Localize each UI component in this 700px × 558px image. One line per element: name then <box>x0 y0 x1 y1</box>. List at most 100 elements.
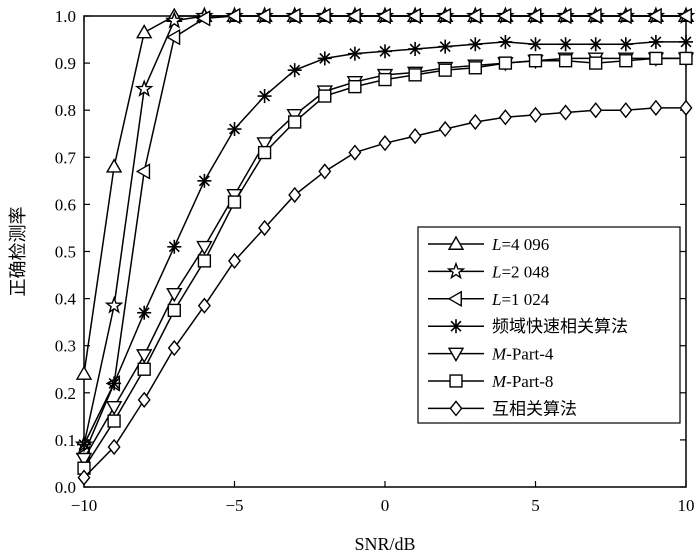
data-point <box>288 186 302 204</box>
asterisk-stroke <box>138 307 150 319</box>
data-point <box>558 54 573 68</box>
data-point <box>256 137 273 152</box>
legend-marker <box>449 400 463 417</box>
data-point <box>496 7 512 25</box>
asterisk-stroke <box>108 377 120 389</box>
series-4 <box>77 34 693 452</box>
data-point <box>498 56 513 70</box>
data-point <box>196 240 213 256</box>
asterisk-stroke <box>409 43 421 55</box>
legend-label-italic: M <box>491 345 507 364</box>
data-point <box>498 109 512 126</box>
y-tick-label: 0.3 <box>55 337 76 356</box>
data-point <box>227 122 242 137</box>
legend-item: L=1 024 <box>428 290 550 309</box>
data-point <box>104 295 124 314</box>
data-point <box>318 89 332 103</box>
data-point <box>135 349 153 364</box>
data-point <box>166 287 183 303</box>
asterisk-stroke <box>198 175 210 187</box>
data-point <box>257 145 272 160</box>
data-point <box>137 391 151 408</box>
data-point <box>679 99 693 116</box>
y-tick-label: 0.9 <box>55 54 76 73</box>
data-point <box>589 102 603 119</box>
data-point <box>75 452 93 468</box>
data-point <box>257 89 272 104</box>
legend-marker <box>449 319 463 334</box>
legend-marker <box>446 261 466 280</box>
y-tick-label: 0.5 <box>55 243 76 262</box>
y-axis-title: 正确检测率 <box>8 207 28 297</box>
data-point <box>679 51 693 66</box>
x-tick-label: −5 <box>225 496 243 515</box>
y-tick-label: 1.0 <box>55 7 76 26</box>
legend-label: 互相关算法 <box>492 399 577 418</box>
data-point <box>197 254 212 268</box>
data-point <box>589 56 603 70</box>
legend-box <box>417 226 681 424</box>
legend-label-italic: M <box>491 372 507 391</box>
legend-label-italic: L <box>491 235 501 254</box>
legend-label: L=4 096 <box>491 235 549 254</box>
legend-item: L=4 096 <box>428 235 549 254</box>
y-tick-label: 0.4 <box>55 290 77 309</box>
series-layer <box>74 6 696 486</box>
data-point <box>677 7 692 25</box>
legend-label: L=1 024 <box>491 290 550 309</box>
data-point <box>167 339 181 357</box>
data-point <box>316 7 331 25</box>
asterisk-stroke <box>228 123 241 135</box>
data-point <box>468 113 482 131</box>
asterisk-stroke <box>289 64 301 76</box>
data-point <box>438 63 452 77</box>
x-tick-label: 0 <box>381 496 390 515</box>
data-point <box>135 24 153 39</box>
data-point <box>286 7 301 25</box>
data-point <box>378 135 392 152</box>
y-tick-label: 0.0 <box>55 478 76 497</box>
data-point <box>498 34 513 49</box>
data-point <box>167 239 182 254</box>
data-point <box>137 305 152 320</box>
legend-marker <box>447 290 462 308</box>
data-point <box>468 37 483 52</box>
legend-marker <box>447 347 465 363</box>
y-tick-label: 0.7 <box>55 148 77 167</box>
data-point <box>134 79 154 97</box>
asterisk-stroke <box>560 38 572 50</box>
data-point <box>468 61 482 75</box>
data-point <box>649 51 663 66</box>
asterisk-stroke <box>168 241 180 253</box>
data-point <box>195 10 211 27</box>
legend-item: L=2 048 <box>428 261 549 281</box>
data-point <box>107 438 121 456</box>
data-point <box>348 79 362 94</box>
asterisk-stroke <box>259 90 271 102</box>
data-point <box>167 303 181 318</box>
y-tick-label: 0.6 <box>55 195 76 214</box>
data-point <box>587 7 602 25</box>
data-point <box>107 376 122 391</box>
asterisk-stroke <box>450 320 462 332</box>
data-point <box>135 163 151 180</box>
asterisk-stroke <box>499 36 511 48</box>
data-point <box>617 7 632 25</box>
data-point <box>619 102 633 119</box>
legend-label-rest: =1 024 <box>501 290 549 309</box>
data-point <box>647 7 662 25</box>
legend-marker <box>447 235 465 250</box>
legend-label: M-Part-4 <box>491 345 554 364</box>
data-point <box>527 7 542 25</box>
data-point <box>528 37 543 52</box>
asterisk-stroke <box>439 41 451 53</box>
data-point <box>436 7 452 25</box>
data-point <box>378 72 392 87</box>
data-point <box>197 173 212 188</box>
data-point <box>256 7 271 25</box>
series-7 <box>77 99 693 486</box>
y-tick-label: 0.8 <box>55 101 76 120</box>
y-tick-label: 0.2 <box>55 384 76 403</box>
asterisk-stroke <box>469 38 481 50</box>
x-axis-title: SNR/dB <box>354 534 415 554</box>
